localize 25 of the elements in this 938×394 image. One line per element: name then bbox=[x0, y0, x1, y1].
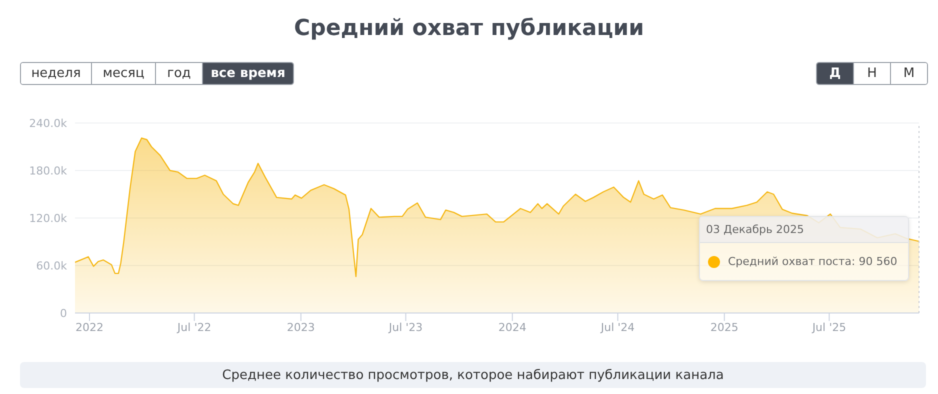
tooltip-box: 03 Декабрь 2025 Средний охват поста: 90 560 bbox=[699, 216, 909, 281]
x-tick-label: Jul '23 bbox=[388, 320, 423, 334]
y-tick-label: 240.0k bbox=[29, 116, 68, 130]
text: месяц bbox=[91, 63, 155, 84]
text: Среднее количество просмотров, которое набирают публикации канала bbox=[20, 362, 926, 388]
x-tick-label: Jul '24 bbox=[600, 320, 635, 334]
text: год bbox=[155, 63, 202, 84]
x-tick-label: Jul '25 bbox=[811, 320, 846, 334]
x-tick-label: 2025 bbox=[710, 320, 738, 334]
annotation: 03 Декабрь 2025 bbox=[700, 217, 908, 243]
y-tick-label: 180.0k bbox=[29, 164, 68, 178]
x-tick-label: Jul '22 bbox=[176, 320, 212, 334]
x-tick-label: 2022 bbox=[75, 320, 104, 334]
text: М bbox=[890, 63, 927, 84]
y-tick-label: 0 bbox=[60, 306, 67, 320]
text: Д bbox=[817, 63, 853, 84]
y-tick-label: 120.0k bbox=[29, 212, 68, 225]
text: Н bbox=[853, 63, 890, 84]
x-tick-label: 2024 bbox=[498, 320, 526, 334]
annotation: Средний охват поста: 90 560 bbox=[728, 255, 898, 268]
text: все время bbox=[202, 63, 293, 84]
y-tick-label: 60.0k bbox=[36, 259, 68, 272]
chart-title: Средний охват публикации bbox=[292, 16, 646, 41]
text: неделя bbox=[21, 63, 91, 84]
x-tick-label: 2023 bbox=[286, 320, 315, 334]
